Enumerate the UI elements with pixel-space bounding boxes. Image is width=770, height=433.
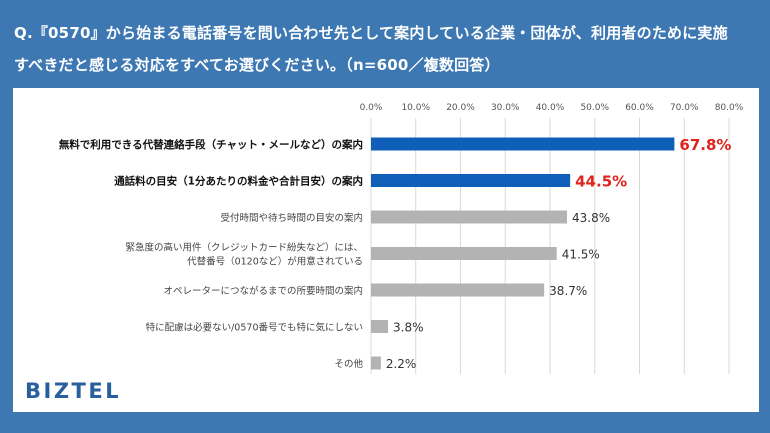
x-tick-label: 80.0% [715, 103, 744, 113]
value-label: 2.2% [386, 357, 417, 371]
question-header: Q.『0570』から始まる電話番号を問い合わせ先として案内している企業・団体が、… [0, 0, 770, 88]
bar [371, 137, 675, 151]
chart-panel: 0.0% 10.0% 20.0% 30.0% 40.0% 50.0% 60.0% 70.0% 8… [13, 88, 759, 412]
x-tick-label: 40.0% [536, 103, 565, 113]
category-label: オペレーターにつながるまでの所要時間の案内 [163, 285, 363, 297]
bar [371, 283, 545, 297]
value-label: 43.8% [572, 211, 610, 225]
bar [371, 320, 389, 333]
x-tick-label: 70.0% [670, 103, 699, 113]
x-tick-label: 60.0% [625, 103, 654, 113]
category-label: 無料で利用できる代替連絡手段（チャット・メールなど）の案内 [59, 138, 363, 151]
category-label: 特に配慮は必要ない/0570番号でも特に気にしない [146, 322, 363, 334]
question-text-line-1: Q.『0570』から始まる電話番号を問い合わせ先として案内している企業・団体が、… [14, 24, 728, 42]
value-label: 41.5% [562, 248, 600, 262]
x-tick-label: 20.0% [446, 103, 475, 113]
x-tick-label: 30.0% [491, 103, 520, 113]
bar [371, 210, 568, 224]
x-tick-label: 10.0% [401, 103, 430, 113]
bar [371, 174, 571, 187]
question-text-line-2: すべきだと感じる対応をすべてお選びください。（n=600／複数回答） [14, 56, 500, 74]
category-label: 代替番号（0120など）が用意されている [187, 256, 363, 268]
value-label: 3.8% [393, 321, 424, 335]
bar [371, 356, 381, 370]
x-tick-label: 0.0% [360, 103, 383, 113]
value-label: 44.5% [575, 173, 627, 191]
category-label: 緊急度の高い用件（クレジットカード紛失など）には、 [125, 242, 363, 254]
category-label: その他 [334, 358, 363, 370]
bar [371, 247, 557, 260]
category-label: 受付時間や待ち時間の目安の案内 [220, 212, 363, 224]
category-label: 通話料の目安（1分あたりの料金や合計目安）の案内 [114, 175, 363, 188]
value-label: 38.7% [549, 284, 587, 298]
x-tick-label: 50.0% [580, 103, 609, 113]
bar-chart: 0.0% 10.0% 20.0% 30.0% 40.0% 50.0% 60.0% 70.0% 8… [59, 103, 744, 374]
biztel-logo: BIZTEL [25, 379, 122, 403]
value-label: 67.8% [679, 136, 731, 154]
